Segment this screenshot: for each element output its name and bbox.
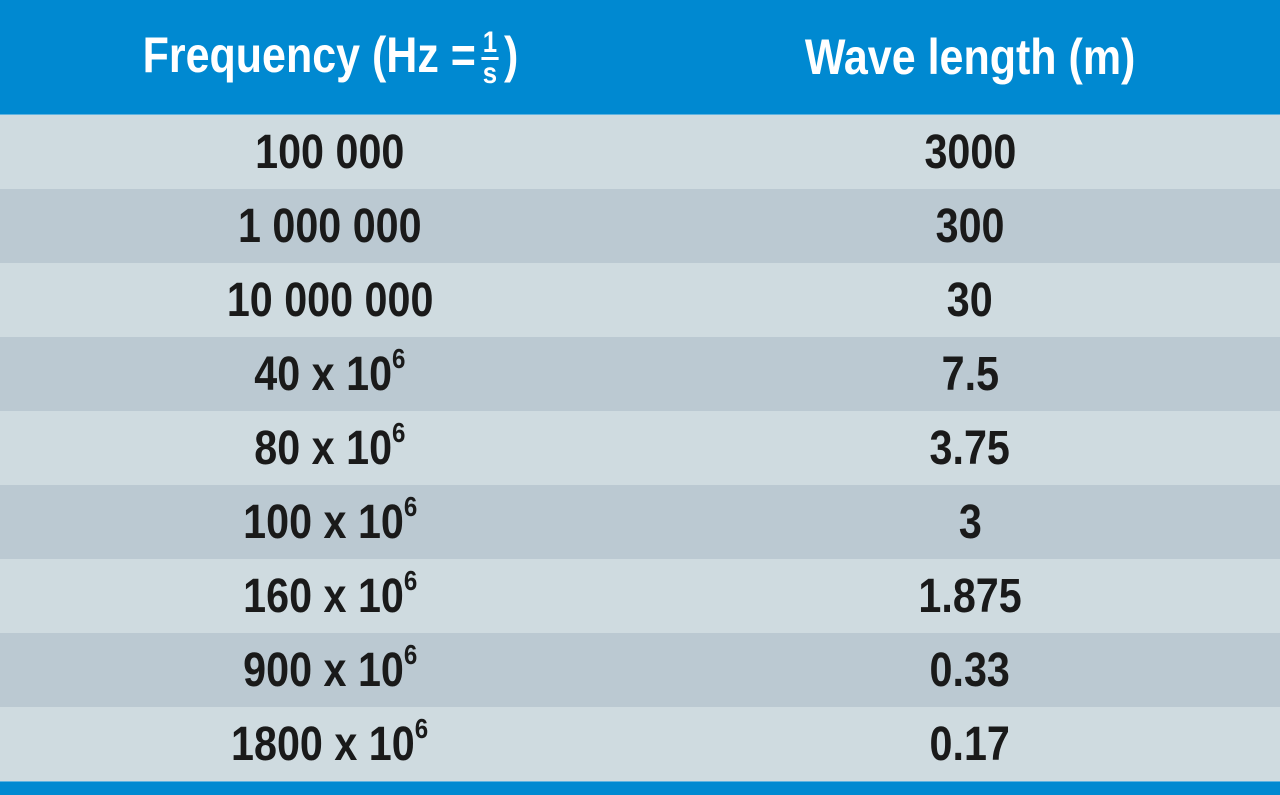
frequency-text: 100 x 10	[242, 495, 404, 549]
wavelength-value: 3000	[924, 125, 1016, 179]
frequency-text: 80 x 10	[254, 421, 393, 475]
table-row: 40 x 106 7.5	[0, 337, 1280, 411]
frequency-label: Frequency (Hz =	[142, 26, 476, 83]
wavelength-label: Wave length (m)	[804, 29, 1136, 85]
frequency-text: 40 x 10	[254, 347, 393, 401]
table-header: Frequency (Hz = 1 s) Wave length (m)	[0, 0, 1280, 115]
frequency-heading: Frequency (Hz = 1 s)	[142, 26, 518, 91]
table-row: 80 x 106 3.75	[0, 411, 1280, 485]
wavelength-cell: 3000	[660, 115, 1280, 189]
header-frequency: Frequency (Hz = 1 s)	[0, 0, 660, 114]
table-body: 100 000 3000 1 000 000 300 10 000 000 30 40 x …	[0, 115, 1280, 781]
frequency-cell: 10 000 000	[0, 263, 660, 337]
frequency-value: 900 x 106	[242, 639, 417, 698]
frequency-cell: 100 000	[0, 115, 660, 189]
wavelength-cell: 0.17	[660, 707, 1280, 781]
wavelength-cell: 3	[660, 485, 1280, 559]
table-row: 100 x 106 3	[0, 485, 1280, 559]
wavelength-cell: 3.75	[660, 411, 1280, 485]
wavelength-cell: 7.5	[660, 337, 1280, 411]
wavelength-value: 0.33	[929, 643, 1011, 697]
wavelength-cell: 0.33	[660, 633, 1280, 707]
header-wavelength: Wave length (m)	[660, 0, 1280, 114]
table-row: 100 000 3000	[0, 115, 1280, 189]
wavelength-value: 3	[958, 495, 982, 549]
frequency-value: 100 000	[255, 125, 404, 180]
table-footer-bar	[0, 781, 1280, 795]
frequency-value: 1 000 000	[238, 199, 422, 254]
fraction-numerator: 1	[480, 26, 499, 61]
table-row: 160 x 106 1.875	[0, 559, 1280, 633]
frequency-value: 1800 x 106	[231, 713, 428, 772]
frequency-exponent: 6	[403, 490, 418, 522]
frequency-cell: 1800 x 106	[0, 707, 660, 781]
wavelength-value: 0.17	[929, 717, 1011, 771]
wavelength-cell: 30	[660, 263, 1280, 337]
frequency-cell: 900 x 106	[0, 633, 660, 707]
frequency-text: 1800 x 10	[231, 717, 416, 771]
frequency-cell: 100 x 106	[0, 485, 660, 559]
frequency-exponent: 6	[415, 712, 429, 744]
closing-paren: )	[503, 26, 518, 83]
frequency-value: 10 000 000	[227, 273, 434, 328]
frequency-text: 160 x 10	[242, 569, 404, 623]
frequency-value: 100 x 106	[242, 491, 417, 550]
frequency-text: 10 000 000	[226, 273, 434, 327]
wavelength-cell: 300	[660, 189, 1280, 263]
table-row: 1 000 000 300	[0, 189, 1280, 263]
frequency-exponent: 6	[403, 564, 418, 596]
frequency-cell: 40 x 106	[0, 337, 660, 411]
frequency-exponent: 6	[392, 342, 406, 374]
frequency-value: 160 x 106	[242, 565, 417, 624]
frequency-cell: 80 x 106	[0, 411, 660, 485]
frequency-exponent: 6	[403, 638, 418, 670]
wavelength-value: 1.875	[918, 569, 1022, 623]
frequency-cell: 1 000 000	[0, 189, 660, 263]
frequency-text: 1 000 000	[238, 199, 422, 253]
table-row: 1800 x 106 0.17	[0, 707, 1280, 781]
wavelength-value: 7.5	[941, 347, 999, 401]
frequency-exponent: 6	[392, 416, 406, 448]
frequency-text: 100 000	[255, 125, 405, 179]
frequency-value: 40 x 106	[254, 343, 405, 402]
table-row: 10 000 000 30	[0, 263, 1280, 337]
table-row: 900 x 106 0.33	[0, 633, 1280, 707]
wavelength-value: 3.75	[929, 421, 1011, 475]
fraction-denominator: s	[482, 57, 497, 91]
wavelength-value: 30	[947, 273, 993, 327]
frequency-text: 900 x 10	[242, 643, 404, 697]
frequency-cell: 160 x 106	[0, 559, 660, 633]
frequency-value: 80 x 106	[254, 417, 405, 476]
wavelength-value: 300	[935, 199, 1005, 253]
wavelength-cell: 1.875	[660, 559, 1280, 633]
